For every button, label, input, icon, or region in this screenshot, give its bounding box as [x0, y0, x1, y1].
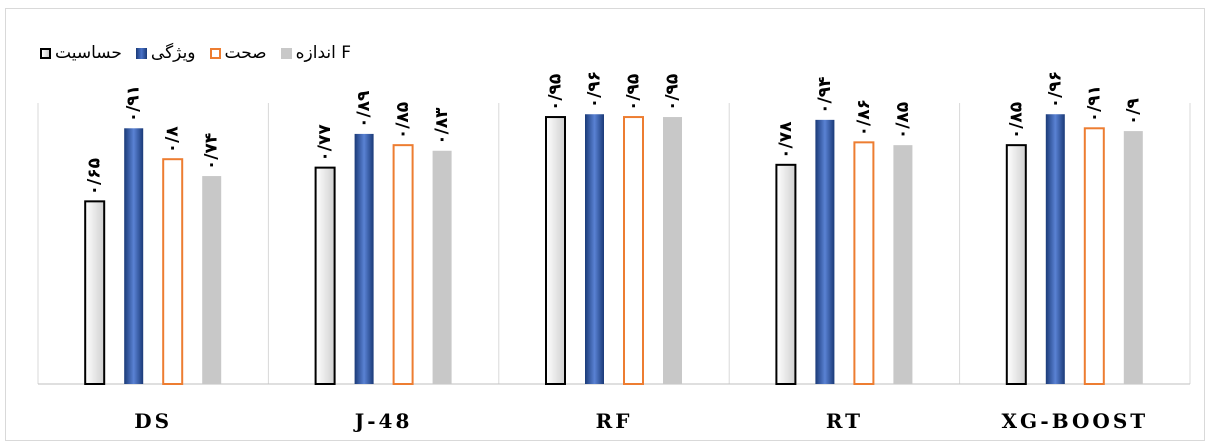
data-label-specificity: ۰/۹۶ [585, 71, 605, 108]
data-label-sensitivity: ۰/۷۸ [776, 121, 796, 159]
x-tick-label: RF [596, 409, 633, 433]
data-label-f-measure: ۰/۸۵ [893, 102, 913, 139]
bar-f-measure [1123, 131, 1143, 384]
legend-label-f-measure: اندازه F [295, 43, 352, 63]
data-label-f-measure: ۰/۹ [1123, 98, 1143, 126]
data-label-sensitivity: ۰/۷۷ [315, 124, 335, 162]
legend-label-specificity: ویژگی [150, 43, 196, 63]
bar-sensitivity [84, 200, 106, 385]
bar-accuracy [1083, 127, 1105, 385]
x-tick-label: J-48 [353, 409, 413, 433]
bar-specificity [585, 114, 604, 385]
bar-accuracy [162, 158, 184, 385]
bar-sensitivity [314, 166, 336, 385]
bar-sensitivity [545, 116, 566, 386]
bar-f-measure [663, 117, 682, 385]
bar-sensitivity [775, 163, 797, 385]
legend-item-accuracy: صحت [209, 43, 267, 63]
legend-swatch-specificity [135, 47, 147, 59]
data-label-specificity: ۰/۹۱ [124, 85, 144, 122]
data-label-accuracy: ۰/۸۵ [393, 102, 413, 139]
legend-item-specificity: ویژگی [135, 43, 196, 63]
bar-specificity [124, 128, 144, 384]
legend-item-sensitivity: حساسیت [40, 43, 122, 63]
data-label-accuracy: ۰/۹۵ [624, 74, 644, 111]
data-label-sensitivity: ۰/۹۵ [546, 74, 566, 111]
bar-specificity [815, 119, 835, 385]
bar-specificity [1045, 114, 1065, 385]
data-label-accuracy: ۰/۸۶ [854, 99, 874, 136]
bar-f-measure [432, 150, 452, 384]
legend-item-f-measure: اندازه F [280, 43, 352, 63]
x-tick-label: DS [134, 409, 172, 433]
data-label-f-measure: ۰/۹۵ [663, 74, 683, 111]
data-label-specificity: ۰/۸۹ [354, 90, 374, 128]
legend-swatch-sensitivity [40, 47, 51, 59]
data-label-sensitivity: ۰/۸۵ [1006, 102, 1026, 139]
data-label-f-measure: ۰/۷۴ [202, 133, 222, 170]
legend-swatch-f-measure [280, 47, 292, 59]
bar-sensitivity [1005, 144, 1027, 385]
bar-f-measure [202, 176, 222, 384]
bar-f-measure [893, 145, 913, 384]
legend-swatch-accuracy [209, 47, 221, 59]
x-tick-label: RT [826, 409, 863, 433]
x-tick-label: XG-BOOST [1001, 409, 1148, 433]
bar-accuracy [392, 144, 414, 385]
legend-label-sensitivity: حساسیت [55, 43, 122, 63]
data-label-accuracy: ۰/۹۱ [1084, 85, 1104, 122]
bar-accuracy [623, 116, 644, 386]
data-label-specificity: ۰/۹۶ [1045, 71, 1065, 108]
data-label-specificity: ۰/۹۴ [815, 77, 835, 114]
legend-label-accuracy: صحت [224, 43, 267, 63]
data-label-accuracy: ۰/۸ [163, 126, 183, 154]
plot-area: ۰/۶۵ ۰/۹۱ ۰/۸ ۰/۷۴ DS ۰/۷۷ ۰/۸۹ ۰/۸۵ ۰/۸۳ J-48 ۰/۹… [37, 71, 1191, 433]
data-label-f-measure: ۰/۸۳ [432, 107, 452, 145]
bar-accuracy [853, 141, 875, 385]
bar-specificity [354, 133, 374, 384]
legend: حساسیت ویژگی صحت اندازه F [40, 38, 351, 68]
data-label-sensitivity: ۰/۶۵ [85, 158, 105, 195]
